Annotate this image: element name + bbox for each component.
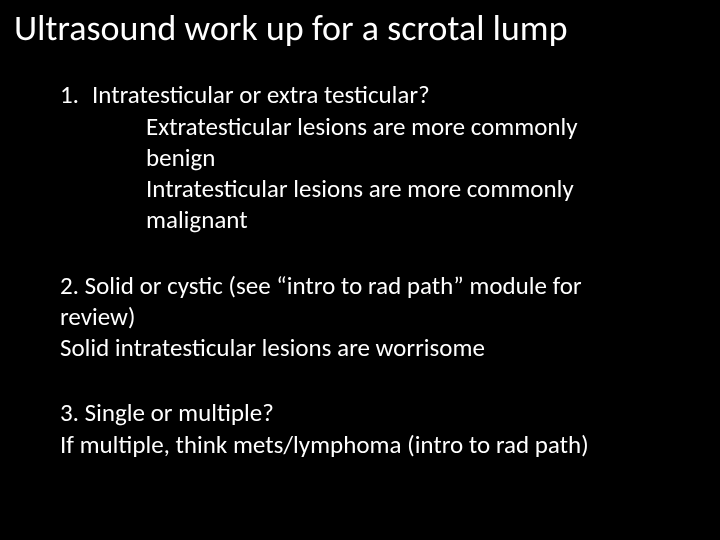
list-item-2: 2. Solid or cystic (see “intro to rad pa… <box>60 270 660 364</box>
list-item-1: 1. Intratesticular or extra testicular? … <box>60 79 660 235</box>
list-item-1-subline-2: Intratesticular lesions are more commonl… <box>60 173 660 236</box>
list-item-1-heading: Intratesticular or extra testicular? <box>92 79 430 110</box>
list-item-2-line-1: 2. Solid or cystic (see “intro to rad pa… <box>60 270 660 333</box>
list-item-3-line-2: If multiple, think mets/lymphoma (intro … <box>60 429 660 460</box>
list-item-3: 3. Single or multiple? If multiple, thin… <box>60 397 660 460</box>
slide: Ultrasound work up for a scrotal lump 1.… <box>0 0 720 540</box>
slide-body: 1. Intratesticular or extra testicular? … <box>0 49 720 460</box>
list-item-1-heading-row: 1. Intratesticular or extra testicular? <box>60 79 660 110</box>
list-item-1-number: 1. <box>60 79 92 110</box>
list-item-3-line-1: 3. Single or multiple? <box>60 397 660 428</box>
slide-title: Ultrasound work up for a scrotal lump <box>0 0 720 49</box>
list-item-2-line-2: Solid intratesticular lesions are worris… <box>60 332 660 363</box>
list-item-1-subline-1: Extratesticular lesions are more commonl… <box>60 111 660 174</box>
